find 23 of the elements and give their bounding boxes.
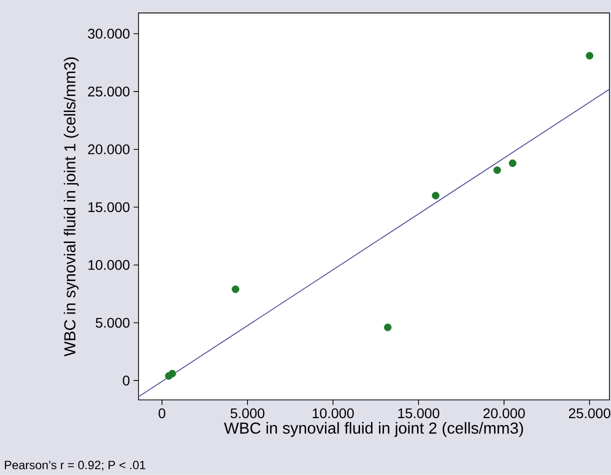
y-tick-label: 20.000: [88, 144, 130, 154]
point: [493, 166, 501, 174]
point: [232, 286, 240, 294]
point: [508, 160, 516, 168]
x-tick-label: 20.000: [483, 408, 525, 418]
x-tick-label: 5.000: [230, 408, 264, 418]
y-tick-label: 25.000: [88, 86, 130, 97]
y-tick-label: 15.000: [88, 202, 130, 212]
point: [384, 324, 392, 332]
x-tick-label: 0: [158, 408, 166, 418]
x-tick-label: 25.000: [568, 408, 610, 418]
x-axis-title: WBC in synovial fluid in joint 2 (cells/mm3): [224, 422, 523, 437]
y-tick-label: 10.000: [88, 260, 130, 270]
point: [168, 370, 176, 378]
point: [432, 192, 440, 200]
y-tick-label: 30.000: [88, 28, 130, 39]
y-tick-label: 0: [122, 376, 130, 386]
x-tick-label: 10.000: [312, 408, 354, 418]
y-axis-title: WBC in synovial fluid in joint 1 (cells/mm3): [64, 58, 79, 356]
text: Pearson’s r = 0.92; P < .01: [4, 460, 146, 471]
x-tick-label: 15.000: [398, 408, 440, 418]
point: [586, 52, 594, 60]
y-tick-label: 5.000: [96, 318, 130, 328]
